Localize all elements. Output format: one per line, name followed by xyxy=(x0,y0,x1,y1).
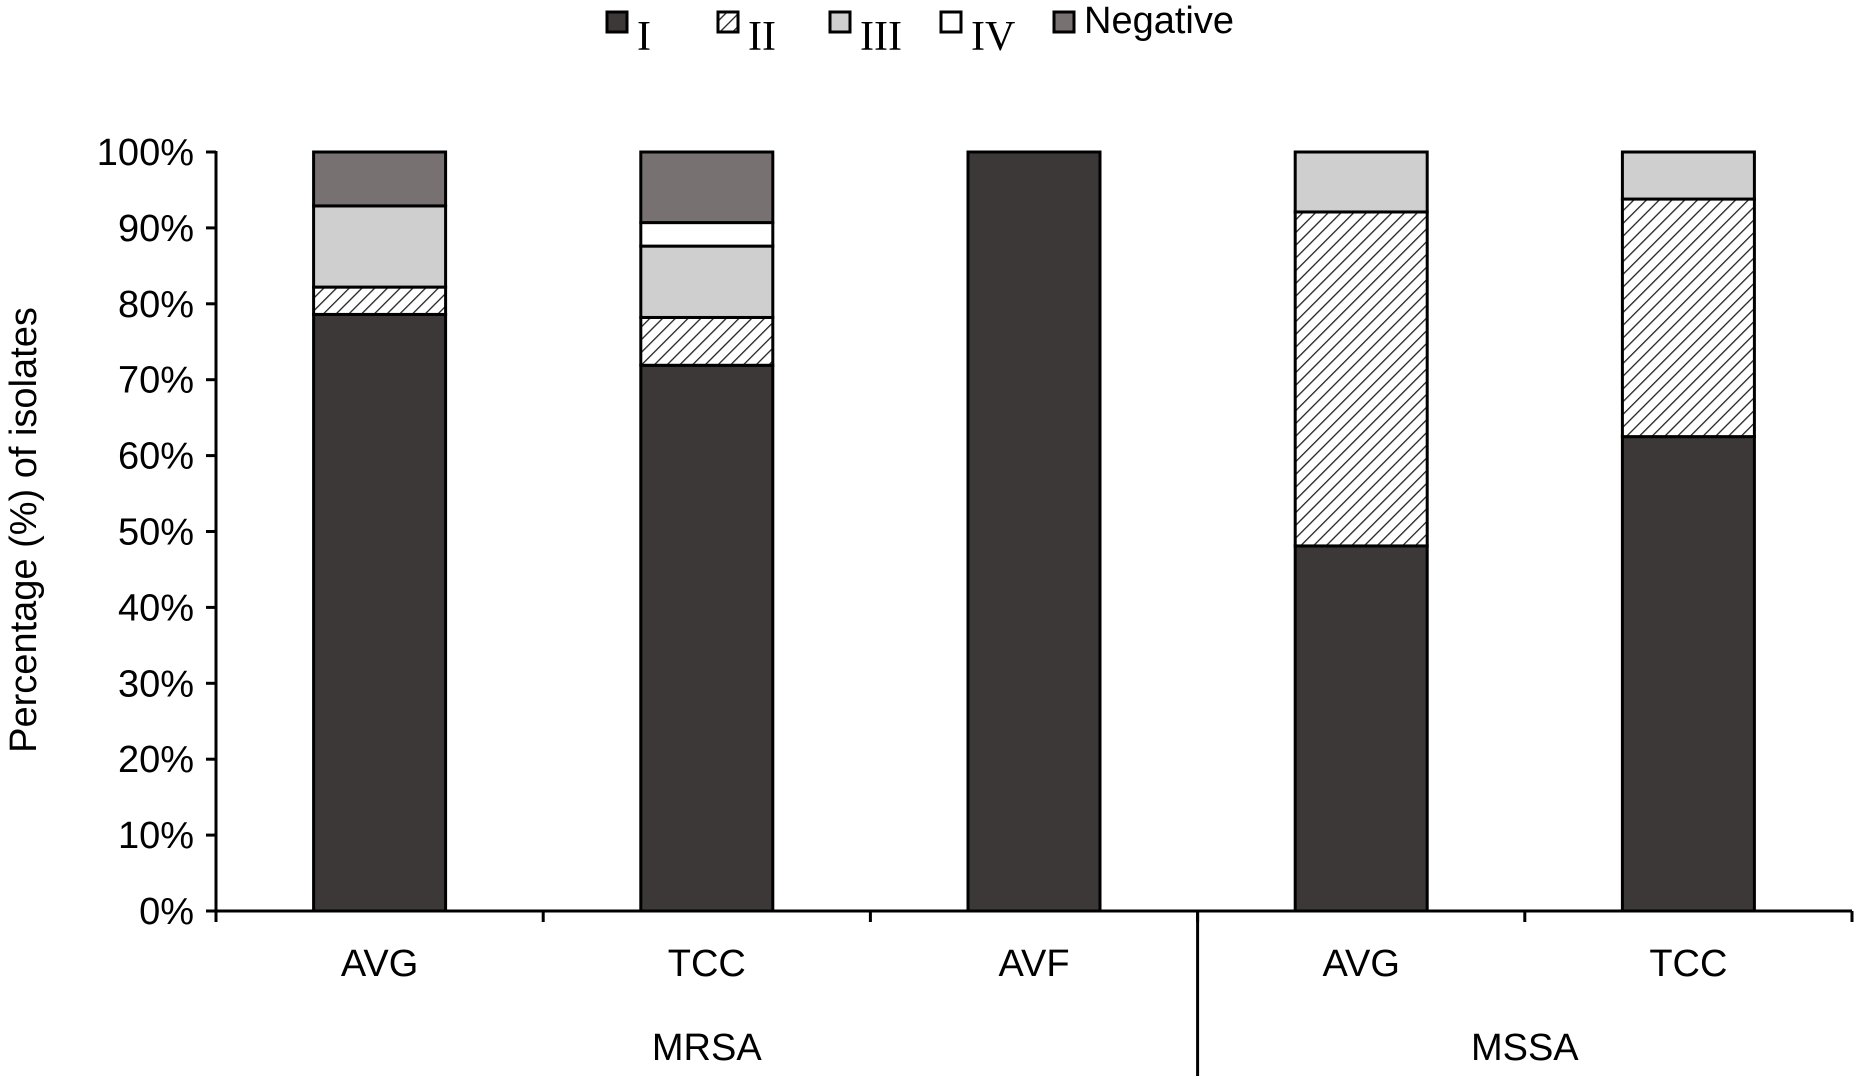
bar-segment-iii xyxy=(312,204,448,289)
bar-segment-iii xyxy=(1293,150,1429,214)
bar-segment-iii xyxy=(639,244,775,319)
y-tick-label: 30% xyxy=(118,663,194,705)
legend: I II III IV Negative xyxy=(605,0,1234,60)
x-tick-label: TCC xyxy=(1649,943,1727,985)
legend-label: Negative xyxy=(1084,0,1234,42)
legend-swatch xyxy=(605,10,629,34)
y-tick-label: 60% xyxy=(118,436,194,478)
y-tick-label: 40% xyxy=(118,587,194,629)
bar-segment-ii xyxy=(639,315,775,367)
x-tick-label: AVG xyxy=(341,943,418,985)
bars xyxy=(312,150,1756,913)
group-label: MSSA xyxy=(1471,1027,1579,1069)
y-tick-label: 0% xyxy=(139,891,194,933)
x-tick-label: TCC xyxy=(668,943,746,985)
legend-swatch xyxy=(1052,10,1076,34)
y-tick-label: 50% xyxy=(118,512,194,554)
y-tick-label: 20% xyxy=(118,739,194,781)
bar-segment-i xyxy=(1293,544,1429,913)
legend-swatch xyxy=(828,10,852,34)
y-axis-title: Percentage (%) of isolates xyxy=(3,307,45,753)
bar-segment-negative xyxy=(639,150,775,225)
group-label: MRSA xyxy=(652,1027,762,1069)
y-tick-label: 90% xyxy=(118,208,194,250)
bar-segment-negative xyxy=(312,150,448,208)
x-tick-label: AVG xyxy=(1322,943,1399,985)
bar-segment-ii xyxy=(1620,197,1756,439)
bar-segment-ii xyxy=(312,285,448,316)
legend-label: I xyxy=(637,14,651,60)
y-axis-title-group: Percentage (%) of isolates xyxy=(3,307,45,753)
bar-segment-ii xyxy=(1293,210,1429,548)
y-axis: 0% 10% 20% 30% 40% 50% 60% 70% 80% 90% 100% xyxy=(97,132,218,933)
legend-label: III xyxy=(860,14,902,60)
y-tick-label: 70% xyxy=(118,360,194,402)
x-tick-label: AVF xyxy=(998,943,1069,985)
y-tick-label: 10% xyxy=(118,815,194,857)
legend-label: IV xyxy=(971,14,1015,60)
bar-segment-i xyxy=(966,150,1102,913)
legend-swatch xyxy=(716,10,740,34)
bar-segment-i xyxy=(1620,435,1756,913)
bar-segment-i xyxy=(312,312,448,913)
x-axis: AVG TCC AVF AVG TCC MRSA MSSA xyxy=(214,909,1854,1076)
bar-segment-i xyxy=(639,363,775,913)
legend-label: II xyxy=(748,14,776,60)
bar-segment-iii xyxy=(1620,150,1756,201)
bar-segment-iv xyxy=(639,221,775,248)
legend-swatch xyxy=(939,10,963,34)
y-tick-label: 80% xyxy=(118,284,194,326)
y-tick-label: 100% xyxy=(97,132,194,174)
